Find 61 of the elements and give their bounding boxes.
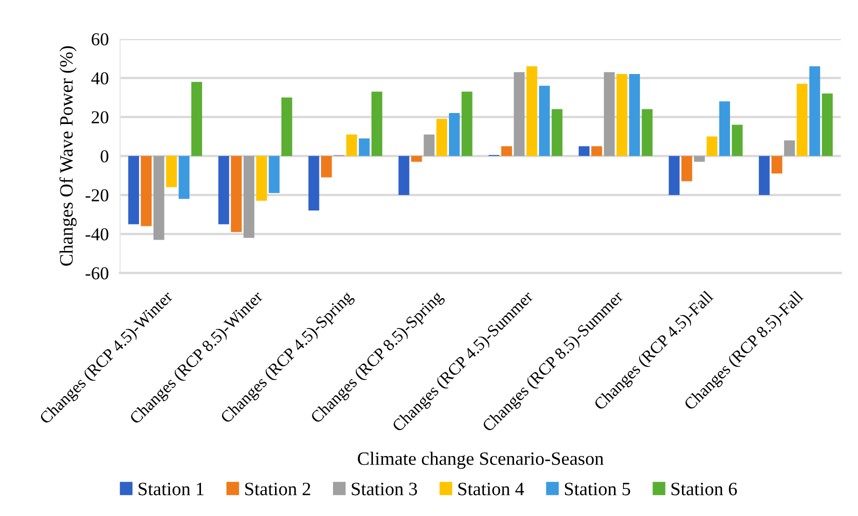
y-tick-label: 60 — [92, 33, 108, 46]
bar — [809, 66, 820, 156]
bar — [642, 109, 653, 156]
y-tick-label: -20 — [86, 189, 108, 202]
bar — [448, 113, 460, 156]
bar — [230, 156, 242, 232]
bar — [681, 156, 692, 182]
bar — [268, 156, 280, 194]
bar — [758, 156, 770, 195]
bar — [706, 136, 718, 156]
bar — [526, 66, 538, 156]
bar — [604, 72, 615, 156]
bar — [244, 156, 254, 238]
bar — [140, 156, 152, 226]
legend-label: Station 1 — [138, 482, 204, 496]
y-tick-label: -60 — [86, 267, 108, 280]
bar — [321, 156, 332, 178]
bar — [732, 124, 743, 156]
bar — [719, 101, 730, 156]
bar — [616, 74, 628, 156]
bar — [256, 156, 267, 201]
y-tick-label: -40 — [86, 228, 108, 240]
bar — [539, 86, 550, 156]
bar — [346, 134, 358, 156]
bar — [822, 94, 833, 156]
bar — [166, 156, 177, 188]
bar — [796, 84, 808, 156]
bar — [178, 156, 190, 199]
bar — [668, 156, 680, 195]
bar — [462, 92, 472, 156]
bar — [281, 97, 292, 156]
bar — [514, 72, 525, 156]
bar — [191, 82, 202, 156]
bar — [694, 156, 705, 162]
x-axis-title: Climate change Scenario-Season — [358, 452, 604, 469]
bar — [411, 156, 422, 162]
bar — [424, 134, 435, 156]
y-axis-title: Changes Of Wave Power (%) — [59, 46, 77, 266]
bar — [771, 156, 782, 174]
bar — [552, 109, 562, 156]
y-tick-label: 0 — [100, 150, 108, 162]
bar — [308, 156, 320, 211]
y-tick-label: 40 — [91, 72, 108, 84]
bar — [218, 156, 230, 224]
bar — [398, 156, 410, 195]
y-tick-label: 20 — [92, 111, 108, 124]
bar — [629, 74, 640, 156]
bar — [371, 92, 382, 156]
legend-label: Station 2 — [245, 482, 310, 496]
bar — [358, 138, 370, 156]
bar — [153, 156, 164, 240]
bar — [784, 140, 795, 156]
bar — [591, 146, 602, 156]
bar — [128, 156, 140, 224]
legend-label: Station 5 — [564, 482, 630, 496]
bar — [578, 146, 590, 156]
legend-label: Station 6 — [672, 482, 737, 496]
bar — [501, 146, 512, 156]
legend-label: Station 3 — [352, 482, 418, 496]
legend-label: Station 4 — [458, 482, 524, 496]
bar — [436, 118, 448, 156]
